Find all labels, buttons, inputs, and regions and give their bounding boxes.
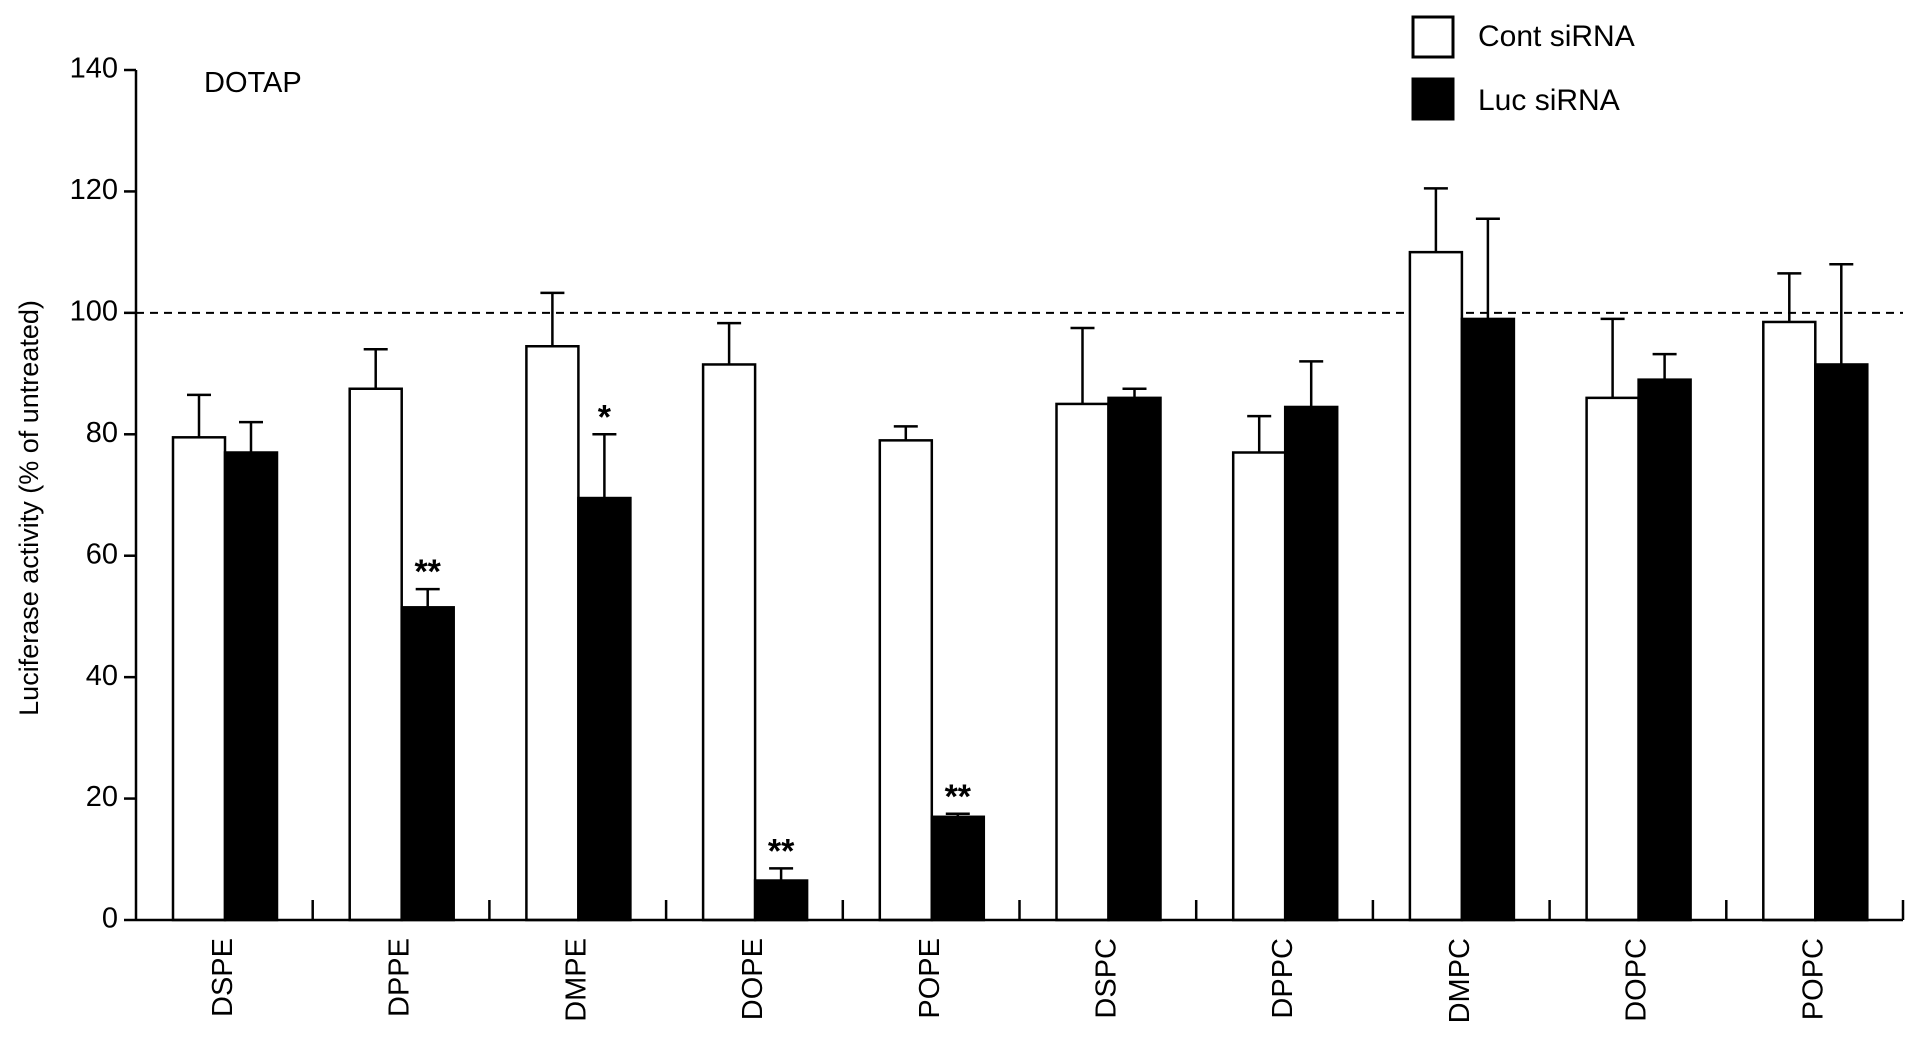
y-tick-label: 140 bbox=[70, 53, 118, 85]
x-tick-label-dppc: DPPC bbox=[1267, 938, 1299, 1019]
bar-cont-sirna-dspc bbox=[1055, 402, 1110, 922]
bar-luc-sirna-dppe bbox=[400, 606, 455, 922]
bar-luc-sirna-dmpc bbox=[1460, 317, 1516, 922]
bar-cont-sirna-dope bbox=[701, 363, 757, 922]
bar-cont-sirna-dppe bbox=[348, 387, 403, 922]
y-tick-label: 60 bbox=[86, 538, 118, 570]
y-tick-label: 0 bbox=[102, 903, 118, 935]
x-tick-label-pope: POPE bbox=[914, 938, 946, 1019]
legend: Cont siRNA Luc siRNA bbox=[1411, 15, 1635, 121]
y-tick-label: 100 bbox=[70, 296, 118, 328]
x-tick-label-dspe: DSPE bbox=[207, 938, 239, 1017]
bar-luc-sirna-pope bbox=[930, 815, 986, 922]
y-tick-label: 20 bbox=[86, 781, 118, 813]
x-tick-label-popc: POPC bbox=[1797, 938, 1829, 1020]
significance-mark-dope: ** bbox=[768, 832, 795, 870]
axes-group bbox=[124, 68, 1905, 922]
bar-cont-sirna-dppc bbox=[1231, 451, 1287, 922]
bar-cont-sirna-dopc bbox=[1585, 396, 1640, 922]
bars-group bbox=[171, 187, 1869, 922]
bar-luc-sirna-dopc bbox=[1637, 378, 1692, 922]
chart-annotation: DOTAP bbox=[204, 67, 302, 99]
x-tick-label-dopc: DOPC bbox=[1621, 938, 1653, 1022]
x-tick-label-dspc: DSPC bbox=[1091, 938, 1123, 1019]
significance-mark-dmpe: * bbox=[598, 398, 612, 436]
y-tick-label: 80 bbox=[86, 417, 118, 449]
x-tick-label-dppe: DPPE bbox=[384, 938, 416, 1017]
bar-cont-sirna-dmpe bbox=[525, 345, 580, 922]
bar-cont-sirna-dmpc bbox=[1408, 250, 1464, 922]
labels-group: DSPE ** DPPE * DMPE ** DOPE ** POPE DSPC DPPC DMPC D… bbox=[70, 53, 1830, 1024]
bar-cont-sirna-pope bbox=[878, 439, 934, 922]
bar-luc-sirna-popc bbox=[1814, 363, 1869, 922]
y-tick-label: 40 bbox=[86, 660, 118, 692]
bar-luc-sirna-dspc bbox=[1107, 396, 1162, 922]
legend-label-cont-sirna: Cont siRNA bbox=[1478, 20, 1635, 53]
bar-luc-sirna-dppc bbox=[1283, 405, 1339, 922]
x-tick-label-dope: DOPE bbox=[737, 938, 769, 1020]
bar-luc-sirna-dmpe bbox=[577, 496, 632, 922]
bar-cont-sirna-dspe bbox=[171, 436, 227, 922]
bar-luc-sirna-dope bbox=[753, 879, 809, 922]
bar-luc-sirna-dspe bbox=[223, 451, 279, 922]
significance-mark-pope: ** bbox=[945, 778, 972, 816]
bar-cont-sirna-popc bbox=[1762, 320, 1817, 922]
legend-swatch-cont-sirna bbox=[1411, 15, 1455, 59]
y-tick-label: 120 bbox=[70, 174, 118, 206]
x-tick-label-dmpc: DMPC bbox=[1444, 938, 1476, 1023]
significance-mark-dppe: ** bbox=[414, 553, 441, 591]
legend-label-luc-sirna: Luc siRNA bbox=[1478, 84, 1620, 117]
y-axis-label: Luciferase activity (% of untreated) bbox=[14, 300, 44, 716]
x-tick-label-dmpe: DMPE bbox=[560, 938, 592, 1022]
legend-swatch-luc-sirna bbox=[1411, 77, 1455, 121]
